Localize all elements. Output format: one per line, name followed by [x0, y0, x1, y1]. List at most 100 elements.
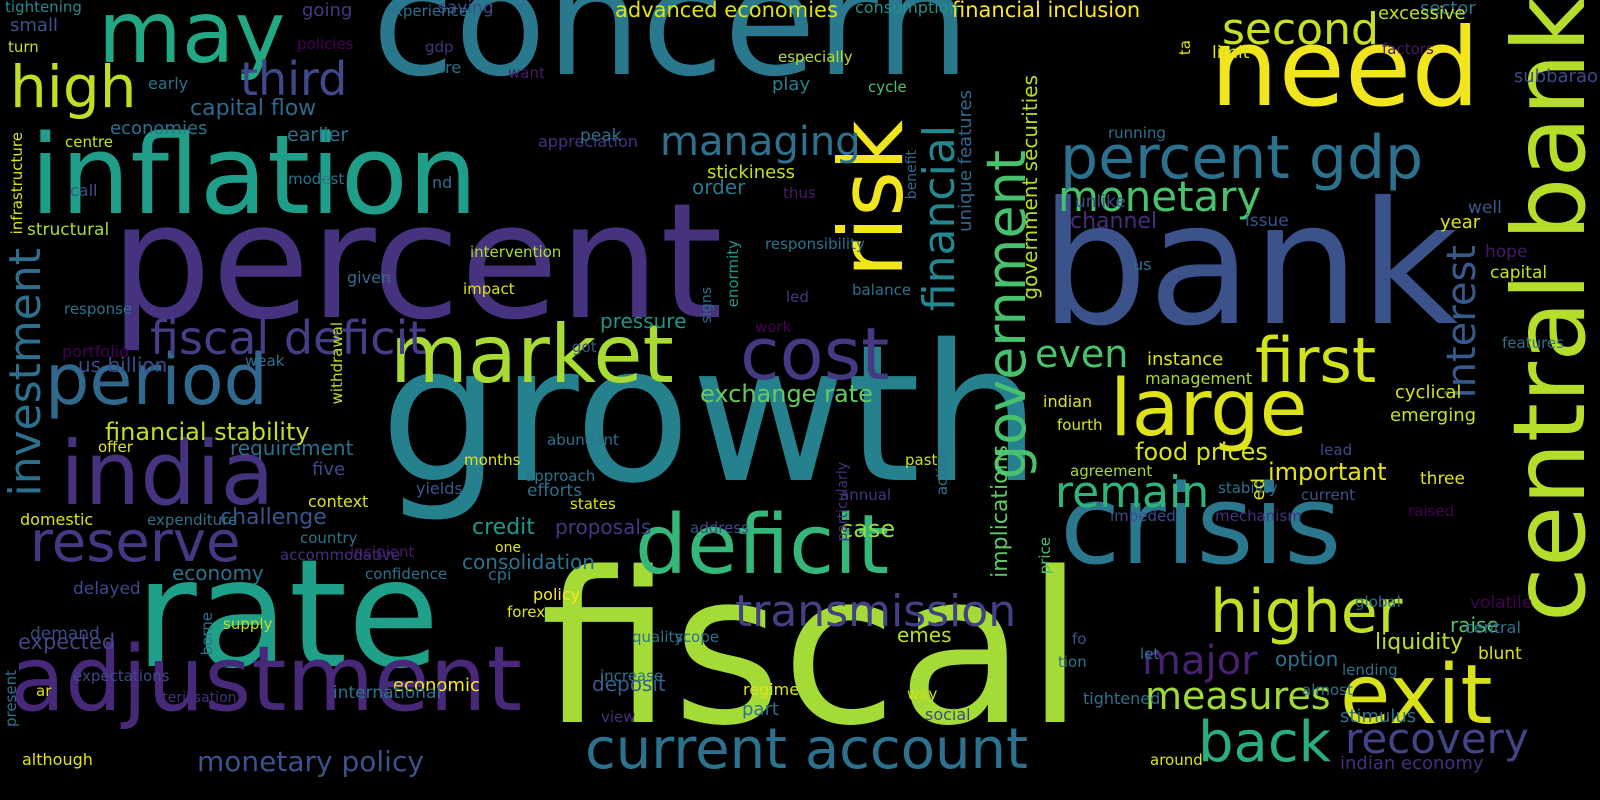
word-transmission: transmission: [735, 586, 1017, 637]
word-supply: supply: [223, 615, 273, 633]
word-responsibility: responsibility: [765, 235, 865, 253]
word-demand: demand: [30, 624, 100, 644]
word-sector: sector: [1420, 0, 1476, 19]
word-forex: forex: [507, 603, 546, 621]
word-food-prices: food prices: [1135, 438, 1268, 466]
word-back: back: [1198, 710, 1332, 775]
word-yields: yields: [416, 479, 463, 498]
word-increase: increase: [600, 667, 664, 685]
word-economy: economy: [172, 561, 264, 585]
word-exit: exit: [1340, 648, 1493, 743]
word-cpi: cpi: [488, 565, 512, 584]
word-running: running: [1108, 124, 1166, 142]
word-play: play: [772, 74, 811, 95]
word-portfolio: portfolio: [62, 342, 129, 361]
word-hope: hope: [1485, 242, 1528, 262]
word-impact: impact: [463, 280, 515, 298]
word-signs: signs: [699, 287, 715, 324]
word-current-account: current account: [585, 717, 1028, 782]
word-lead: lead: [1320, 441, 1353, 459]
word-us: us: [1133, 255, 1152, 274]
word-scope: scope: [675, 628, 719, 646]
word-monetary-policy: monetary policy: [197, 745, 424, 778]
word-capital-flow: capital flow: [190, 96, 317, 121]
word-tightening: tightening: [5, 0, 82, 16]
word-although: although: [22, 750, 93, 769]
word-tion: tion: [1058, 653, 1087, 671]
word-infrastructure: infrastructure: [8, 132, 26, 235]
word-centre: centre: [65, 133, 113, 151]
word-investment: investment: [0, 248, 51, 497]
word-ar: ar: [36, 682, 52, 700]
word-borne: borne: [198, 612, 216, 656]
word-annual: annual: [840, 486, 892, 504]
word-withdrawal: withdrawal: [328, 322, 346, 405]
word-saving: saving: [438, 0, 494, 18]
word-inflation: inflation: [30, 111, 478, 239]
word-five: five: [312, 459, 346, 480]
word-appreciation: appreciation: [538, 132, 638, 151]
word-managing: managing: [660, 119, 861, 165]
word-management: management: [1145, 369, 1253, 388]
word-bank: bank: [1040, 166, 1459, 364]
word-features: features: [1502, 334, 1564, 352]
word-efforts: efforts: [527, 481, 583, 501]
word-consumption: consumption: [855, 0, 959, 17]
word-percent: percent: [110, 168, 723, 355]
word-work: work: [755, 318, 792, 336]
word-advanced-economies: advanced economies: [615, 0, 838, 22]
word-challenge: challenge: [220, 505, 327, 530]
word-incipient: incipient: [350, 543, 415, 561]
word-pressure: pressure: [600, 309, 687, 333]
word-higher: higher: [1210, 577, 1403, 647]
word-need: need: [1210, 6, 1480, 131]
word-led: led: [786, 288, 809, 306]
word-modest: modest: [288, 170, 345, 188]
word-international: international: [333, 683, 442, 703]
word-remain: remain: [1055, 467, 1210, 518]
word-tightened: tightened: [1083, 689, 1161, 708]
word-unique-features: unique features: [955, 90, 976, 232]
word-impeded: impeded: [1110, 507, 1176, 525]
word-offer: offer: [98, 438, 133, 456]
word-proposals: proposals: [555, 515, 652, 539]
word-country: country: [300, 529, 358, 547]
word-past: past: [905, 451, 938, 469]
word-current: current: [1301, 486, 1356, 504]
word-lending: lending: [1342, 661, 1398, 679]
word-view: view: [601, 708, 636, 726]
word-may: may: [98, 0, 286, 83]
word-around: around: [1150, 751, 1203, 769]
word-rate: rate: [135, 528, 440, 702]
word-issue: issue: [1245, 211, 1289, 231]
word-structural: structural: [27, 220, 110, 240]
word-present: present: [2, 670, 20, 728]
word-indian-economy: indian economy: [1340, 753, 1484, 774]
word-regime: regime: [743, 680, 800, 699]
word-balance: balance: [852, 281, 912, 299]
word-reserve: reserve: [30, 510, 241, 575]
word-even: even: [1035, 332, 1129, 376]
word-implications: implications: [988, 445, 1013, 578]
word-fiscal: fiscal: [540, 527, 1085, 772]
word-channel: channel: [1070, 209, 1158, 234]
word-interest: interest: [1439, 245, 1485, 399]
word-indian: indian: [1043, 392, 1093, 411]
word-early: early: [148, 74, 189, 93]
word-percent-gdp: percent gdp: [1060, 123, 1424, 193]
word-deposit: deposit: [592, 672, 666, 696]
word-credit: credit: [472, 515, 535, 540]
word-approach: approach: [525, 467, 596, 485]
word-got: got: [572, 338, 597, 356]
word-first: first: [1255, 324, 1377, 397]
word-blunt: blunt: [1478, 644, 1522, 664]
word-accommodative: accommodative: [280, 546, 401, 564]
word-abundant: abundant: [547, 431, 619, 449]
word-requirement: requirement: [230, 436, 354, 460]
word-three: three: [1420, 469, 1465, 489]
word-turn: turn: [8, 38, 39, 56]
word-well: well: [1468, 198, 1502, 218]
word-global: global: [1355, 593, 1401, 611]
word-agreement: agreement: [1070, 462, 1153, 480]
word-fo: fo: [1072, 630, 1087, 648]
